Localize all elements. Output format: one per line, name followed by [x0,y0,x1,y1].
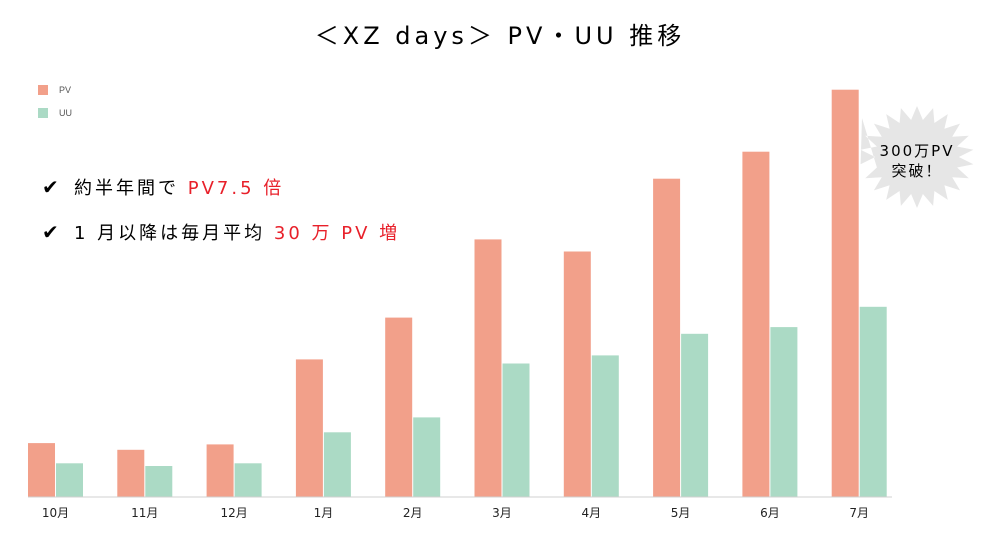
bar-uu-5 [413,417,441,497]
x-tick-label: 11月 [131,506,158,520]
bar-uu-3 [234,463,262,497]
chart-title: ＜XZ days＞ PV・UU 推移 [314,22,686,50]
x-tick-label: 6月 [760,506,780,520]
bar-uu-1 [56,463,83,497]
x-tick-label: 4月 [581,506,601,520]
bar-pv-6 [474,239,502,497]
legend-item-uu: UU [38,107,72,119]
x-tick-labels: 10月 11月 12月 1月 2月 3月 4月 5月 6月 7月 [42,506,869,520]
check-icon: ✔ [42,175,62,199]
bar-uu-10 [859,306,887,497]
note-monthly: ✔ 1 月以降は毎月平均 30 万 PV 増 [42,219,400,245]
bar-pv-4 [295,359,323,497]
bar-pv-2 [117,449,145,497]
bar-uu-6 [502,363,530,497]
bar-uu-9 [770,327,798,497]
note-monthly-highlight: 30 万 PV 増 [273,223,401,244]
bar-pv-8 [653,178,681,497]
x-tick-label: 12月 [220,506,247,520]
bar-pv-1 [28,443,55,497]
bar-pv-3 [206,444,234,497]
note-growth-text: 約半年間で [74,178,188,199]
bar-uu-4 [323,432,351,497]
x-tick-label: 7月 [849,506,869,520]
legend-swatch-pv [38,85,48,95]
note-monthly-text: 1 月以降は毎月平均 [74,223,274,244]
bar-uu-8 [681,333,709,497]
legend-label-uu: UU [59,108,72,118]
bar-pv-9 [742,151,770,497]
notes: ✔ 約半年間で PV7.5 倍 ✔ 1 月以降は毎月平均 30 万 PV 増 [42,174,400,264]
x-tick-label: 10月 [42,506,69,520]
callout-text: 300万PV 突破！ [862,141,972,181]
callout-line-2: 突破！ [891,162,943,180]
legend-swatch-uu [38,108,48,118]
callout-line-1: 300万PV [879,142,955,160]
bars-group [28,89,887,497]
legend-item-pv: PV [38,84,72,96]
callout-burst [860,106,974,208]
check-icon: ✔ [42,220,62,244]
bar-pv-10 [831,89,859,497]
bar-uu-7 [591,355,619,497]
x-tick-label: 2月 [403,506,423,520]
x-tick-label: 1月 [314,506,334,520]
legend-label-pv: PV [59,85,72,95]
bar-uu-2 [145,466,173,497]
x-tick-label: 5月 [671,506,691,520]
x-tick-label: 3月 [492,506,512,520]
note-growth-highlight: PV7.5 倍 [187,178,285,199]
bar-pv-5 [385,317,413,497]
bar-pv-7 [563,251,591,497]
note-growth: ✔ 約半年間で PV7.5 倍 [42,174,400,200]
legend: PV UU [38,84,72,130]
